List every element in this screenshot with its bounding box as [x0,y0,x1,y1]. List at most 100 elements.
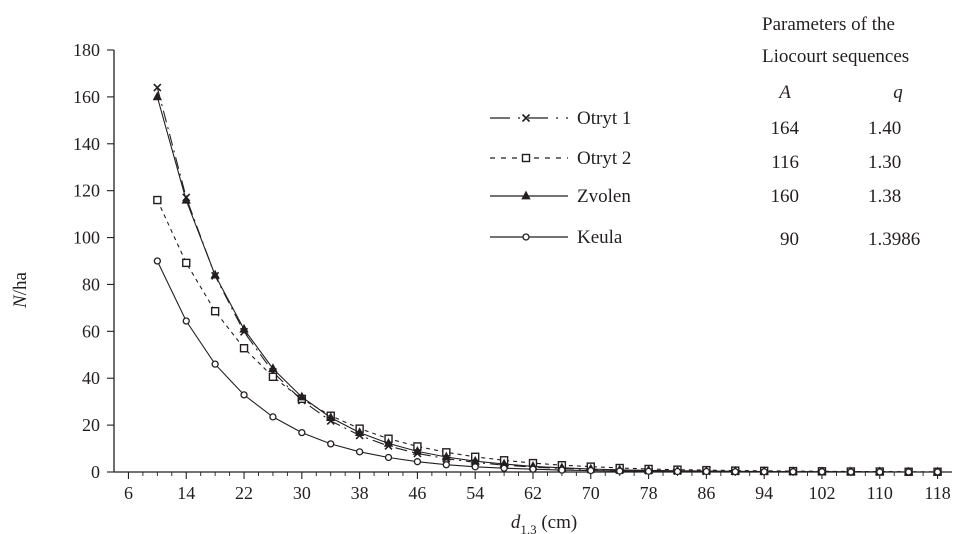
x-tick-label: 30 [293,483,311,503]
x-tick-label: 38 [351,483,369,503]
data-point [153,195,162,205]
series-line [156,199,938,473]
data-point [269,413,277,421]
x-tick-label: 78 [640,483,658,503]
x-tick-label: 6 [124,483,133,503]
axes [113,50,952,473]
legend-label: Otryt 1 [577,108,631,129]
data-point [297,391,307,401]
y-tick-label: 180 [73,40,100,60]
data-point [644,467,653,475]
parameters-a-0: 164 [771,118,800,139]
data-point [384,453,393,462]
x-tick-label: 110 [867,483,893,503]
legend-label: Keula [577,227,623,248]
data-point [153,257,161,265]
x-tick-label: 70 [582,483,600,503]
parameters-a-1: 116 [771,152,799,173]
data-point [673,467,682,476]
x-tick-label: 14 [177,483,195,503]
legend-marker [521,153,531,163]
series-otryt-2 [153,195,942,476]
data-point [182,258,191,268]
y-tick-label: 100 [73,228,100,248]
data-point [558,466,566,474]
y-tick-label: 40 [82,368,100,388]
x-axis-title-unit: (cm) [537,512,578,533]
series-keula [153,257,942,476]
data-point [152,91,163,101]
data-point [211,360,219,368]
data-point [587,466,595,475]
data-point [789,468,797,476]
x-axis-ticks: 6 14 22 30 38 46 54 62 70 78 86 94 102 110 118 [124,472,951,503]
x-tick-label: 54 [466,483,484,503]
data-point [847,468,855,476]
x-tick-label: 62 [524,483,542,503]
data-point [702,467,711,476]
y-axis-title-main: N [10,294,31,309]
y-tick-label: 120 [73,181,100,201]
data-point [298,428,306,437]
data-point [268,363,278,373]
data-point [181,194,191,204]
y-axis-ticks: 0 20 40 60 80 100 120 140 160 180 [73,40,114,482]
parameters-table: Parameters of the Liocourt sequences A q… [762,14,920,250]
y-tick-label: 80 [82,274,100,294]
data-point [383,438,394,447]
x-tick-label: 118 [924,483,950,503]
data-point [239,323,249,333]
data-point [355,448,364,456]
x-tick-label: 94 [755,483,773,503]
x-tick-label: 46 [408,483,426,503]
data-point [153,83,162,92]
legend-item: Keula [490,227,623,248]
x-axis-title: d1.3 (cm) [511,512,577,534]
data-point [905,468,913,476]
parameters-a-3: 90 [780,229,799,250]
x-tick-label: 102 [808,483,835,503]
y-tick-label: 60 [82,321,100,341]
data-point [760,468,768,476]
data-point [239,344,249,353]
data-point [818,468,826,476]
legend-item: Otryt 2 [490,148,631,169]
parameters-a-2: 160 [771,186,800,207]
data-point [876,468,884,476]
data-point [471,463,479,471]
x-axis-title-main: d [511,512,521,533]
parameters-header-a: A [777,82,791,103]
parameters-q-2: 1.38 [868,186,901,207]
y-tick-label: 20 [82,415,100,435]
legend: Otryt 1 Otryt 2 Zvolen Keula [490,108,631,248]
data-point [529,465,537,473]
y-tick-label: 140 [73,134,100,154]
data-point [933,468,942,476]
data-point [731,468,739,476]
legend-marker [522,233,530,241]
data-point [500,464,508,472]
series-group [152,83,943,477]
y-tick-label: 160 [73,87,100,107]
data-point [616,467,624,475]
legend-marker [521,113,531,123]
data-point [240,391,248,399]
x-axis-title-sub: 1.3 [520,522,536,534]
legend-item: Otryt 1 [490,108,631,129]
parameters-q-0: 1.40 [868,118,901,139]
y-tick-label: 0 [91,462,100,482]
x-tick-label: 86 [697,483,715,503]
legend-label: Zvolen [577,186,631,207]
legend-marker [521,190,531,200]
data-point [210,269,220,279]
data-point [326,412,336,422]
data-point [412,446,423,455]
data-point [182,317,190,325]
parameters-title-line1: Parameters of the [762,14,895,35]
data-point [442,461,450,469]
y-axis-title: N/ha [10,271,31,308]
legend-label: Otryt 2 [577,148,631,169]
data-point [441,451,451,461]
series-line [156,260,938,473]
